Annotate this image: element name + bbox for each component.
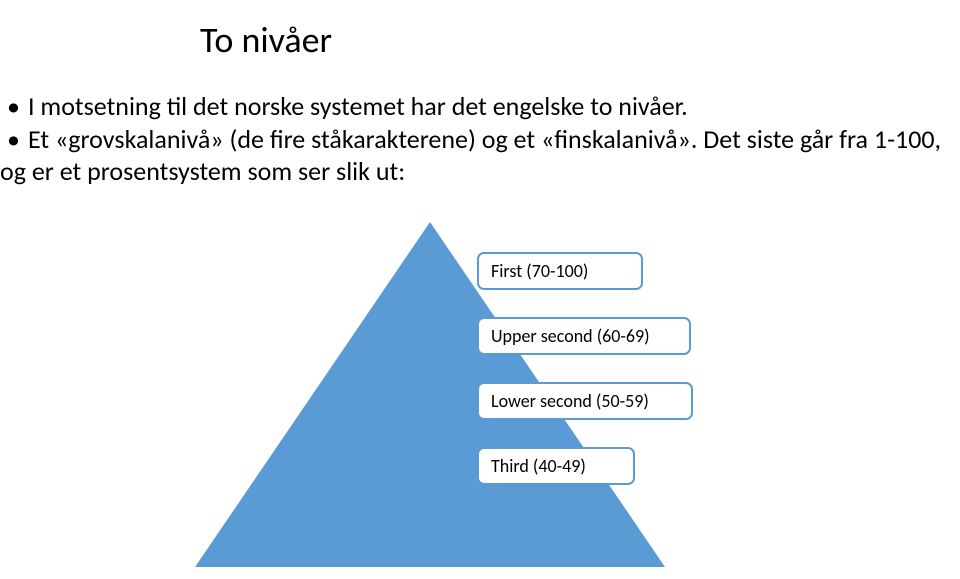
bullet-icon: • (0, 90, 28, 123)
label-third: Third (40-49) (477, 447, 635, 485)
label-lower-second: Lower second (50-59) (477, 382, 693, 420)
bullet-text-2: Et «grovskalanivå» (de fire ståkaraktere… (0, 123, 941, 188)
label-first: First (70-100) (477, 252, 643, 290)
label-upper-second: Upper second (60-69) (477, 317, 691, 355)
page-title: To nivåer (200, 18, 332, 62)
bullet-icon: • (0, 123, 28, 156)
bullet-text-1: I motsetning til det norske systemet har… (28, 90, 688, 122)
body-text: •I motsetning til det norske systemet ha… (0, 90, 950, 188)
pyramid-labels: First (70-100) Upper second (60-69) Lowe… (477, 252, 693, 485)
